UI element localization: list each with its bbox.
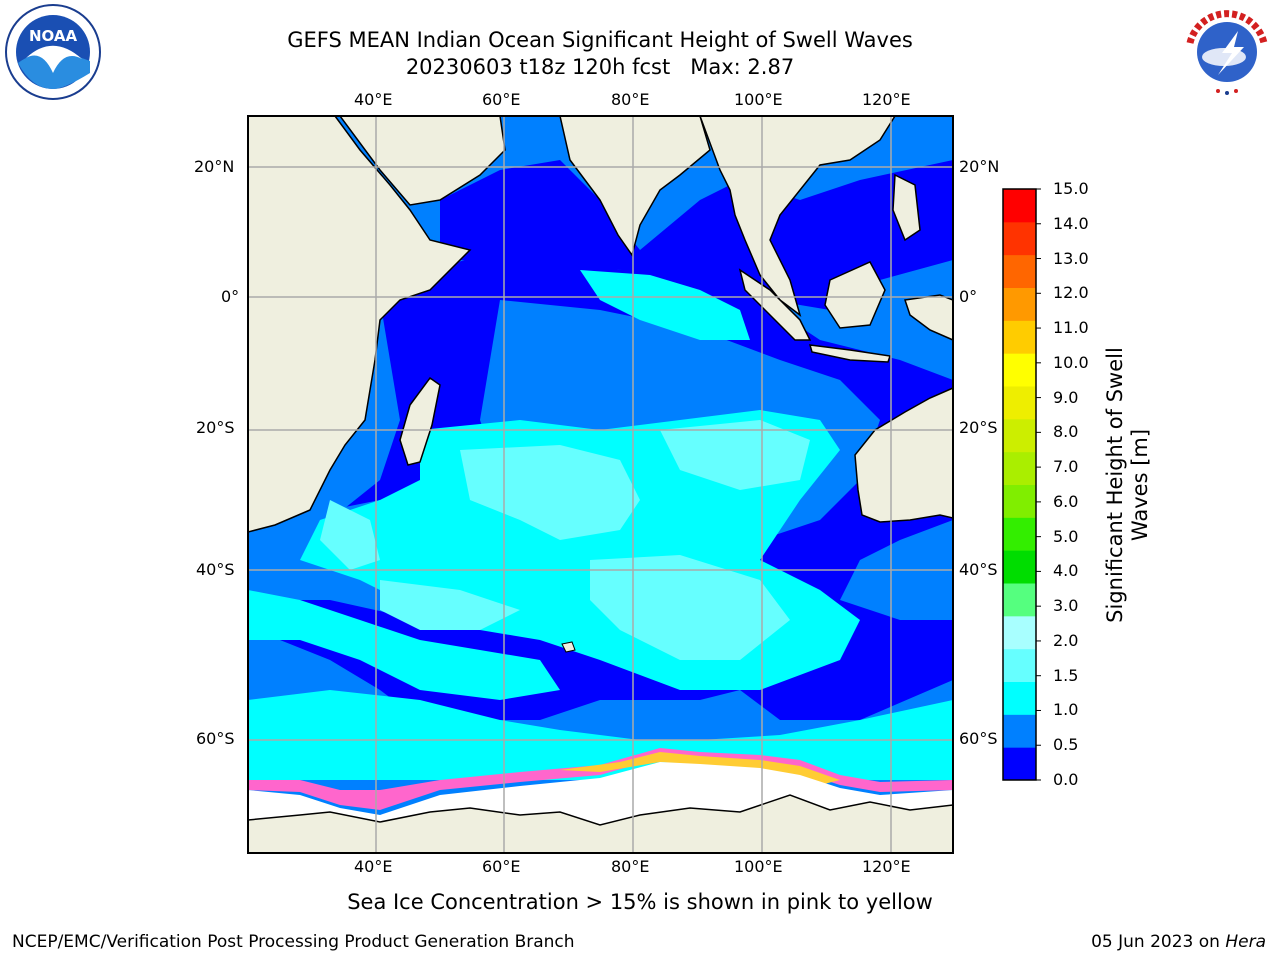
colorbar <box>1003 188 1041 781</box>
lat-label-right-0: 0° <box>959 287 978 306</box>
colorbar-tick-label: 7.0 <box>1053 457 1079 477</box>
lon-label-top-80e: 80°E <box>611 90 650 109</box>
colorbar-band <box>1003 714 1036 748</box>
graticule <box>248 116 953 853</box>
lon-label-bottom-60e: 60°E <box>482 857 521 876</box>
lon-label-bottom-100e: 100°E <box>734 857 783 876</box>
svg-text:NOAA: NOAA <box>29 27 78 45</box>
run-host: Hera <box>1225 932 1266 952</box>
colorbar-frame <box>1002 188 1037 781</box>
colorbar-tick-label: 15.0 <box>1053 179 1089 198</box>
lat-label-right-20n: 20°N <box>959 157 1000 176</box>
map-frame <box>247 115 954 854</box>
colorbar-band <box>1003 550 1036 584</box>
lon-label-top-60e: 60°E <box>482 90 521 109</box>
run-date-text: 05 Jun 2023 on <box>1091 932 1220 952</box>
colorbar-tick-label: 6.0 <box>1053 491 1079 511</box>
colorbar-band <box>1003 254 1036 288</box>
national-weather-service-logo <box>1178 3 1276 101</box>
lon-label-top-40e: 40°E <box>354 90 393 109</box>
chart-subtitle: 20230603 t18z 120h fcst Max: 2.87 <box>0 54 1200 80</box>
colorbar-tick-label: 11.0 <box>1053 318 1089 338</box>
colorbar-tick-label: 8.0 <box>1053 422 1079 442</box>
colorbar-band <box>1003 648 1036 682</box>
sea-ice-note: Sea Ice Concentration > 15% is shown in … <box>347 890 933 914</box>
lon-label-bottom-40e: 40°E <box>354 857 393 876</box>
colorbar-tick-label: 4.0 <box>1053 561 1079 581</box>
lat-label-right-60s: 60°S <box>959 729 998 748</box>
colorbar-band <box>1003 353 1036 387</box>
colorbar-tick-label: 2.0 <box>1053 630 1079 650</box>
lon-label-top-100e: 100°E <box>734 90 783 109</box>
lat-label-left-20n: 20°N <box>194 157 235 176</box>
chart-title: GEFS MEAN Indian Ocean Significant Heigh… <box>287 28 913 52</box>
max-value-label: Max: 2.87 <box>690 55 795 79</box>
ocean-field <box>248 116 953 853</box>
lat-label-right-20s: 20°S <box>959 418 998 437</box>
colorbar-tick-label: 0.5 <box>1053 735 1079 755</box>
run-date: 05 Jun 2023 on Hera <box>1091 932 1266 952</box>
lon-label-bottom-120e: 120°E <box>862 857 911 876</box>
lat-label-left-40s: 40°S <box>196 560 235 579</box>
lon-label-bottom-80e: 80°E <box>611 857 650 876</box>
colorbar-band <box>1003 386 1036 420</box>
colorbar-band <box>1003 221 1036 256</box>
colorbar-band <box>1003 189 1036 223</box>
colorbar-band <box>1003 747 1036 781</box>
lat-label-left-0: 0° <box>221 287 240 306</box>
colorbar-tick-label: 9.0 <box>1053 387 1079 407</box>
lon-label-top-120e: 120°E <box>862 90 911 109</box>
lat-label-left-60s: 60°S <box>196 729 235 748</box>
colorbar-tick-label: 10.0 <box>1053 352 1089 372</box>
colorbar-tick-label: 14.0 <box>1053 213 1089 233</box>
lat-label-right-40s: 40°S <box>959 560 998 579</box>
credit-line: NCEP/EMC/Verification Post Processing Pr… <box>12 932 575 952</box>
colorbar-band <box>1003 320 1036 354</box>
forecast-run-label: 20230603 t18z 120h fcst <box>405 55 671 79</box>
noaa-logo: NOAA <box>4 3 102 101</box>
colorbar-band <box>1003 451 1036 485</box>
colorbar-tick-label: 1.0 <box>1053 700 1079 720</box>
colorbar-band <box>1003 418 1036 453</box>
colorbar-band <box>1003 615 1036 650</box>
colorbar-tick-label: 1.5 <box>1053 665 1079 685</box>
colorbar-title: Significant Height of Swell Waves [m] <box>1103 347 1152 623</box>
colorbar-band <box>1003 583 1036 617</box>
colorbar-tick-label: 0.0 <box>1053 770 1079 789</box>
lat-label-left-20s: 20°S <box>196 418 235 437</box>
colorbar-tick-label: 12.0 <box>1053 283 1089 303</box>
colorbar-band <box>1003 287 1036 321</box>
colorbar-band <box>1003 681 1036 715</box>
colorbar-band <box>1003 484 1036 518</box>
colorbar-tick-label: 13.0 <box>1053 248 1089 268</box>
colorbar-tick-label: 3.0 <box>1053 596 1079 616</box>
colorbar-tick-label: 5.0 <box>1053 526 1079 546</box>
colorbar-band <box>1003 517 1036 551</box>
